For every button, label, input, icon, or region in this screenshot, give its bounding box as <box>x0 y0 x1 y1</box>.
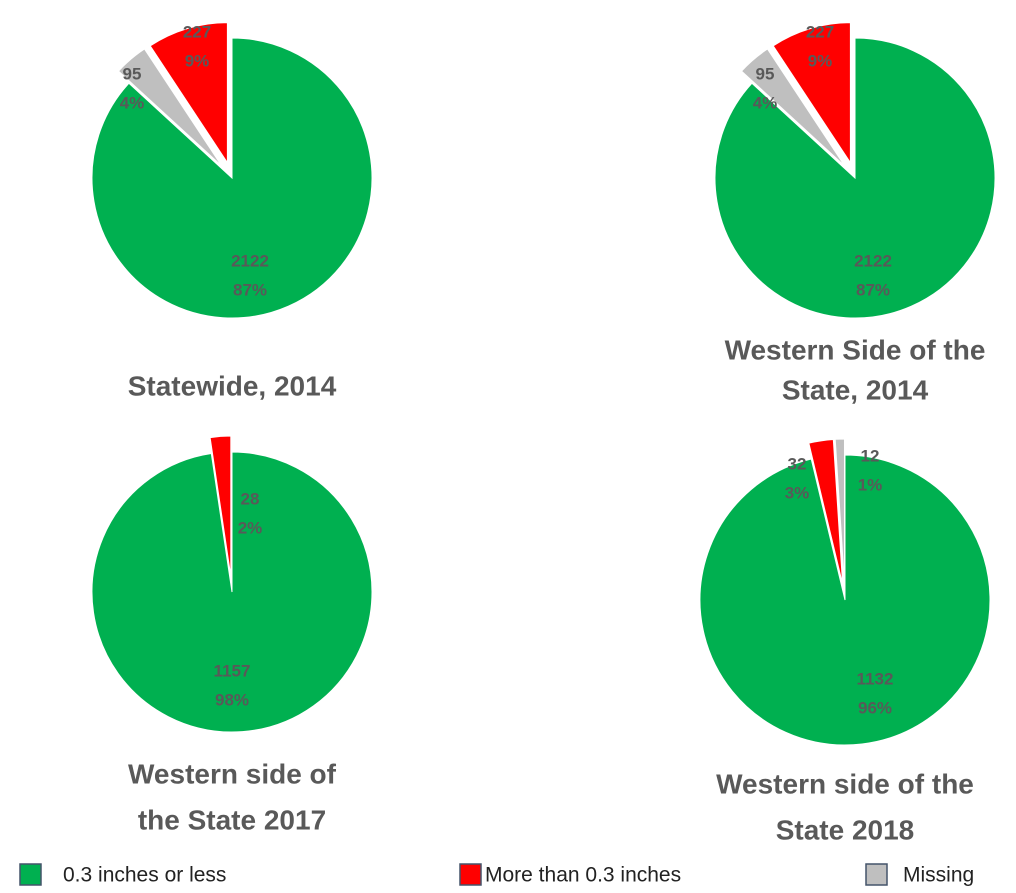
data-label: 28 <box>241 489 260 508</box>
legend-label: More than 0.3 inches <box>485 864 681 887</box>
percent-label: 9% <box>808 51 833 70</box>
pie-slice <box>714 37 996 319</box>
percent-label: 98% <box>215 690 249 709</box>
legend-swatch <box>459 863 482 886</box>
percent-label: 96% <box>858 698 892 717</box>
data-label: 12 <box>861 446 880 465</box>
chart-title: the State 2017 <box>138 804 326 835</box>
pie-slice <box>209 435 232 577</box>
chart-title: Western side of the <box>716 768 974 799</box>
chart-title: State, 2014 <box>782 374 929 405</box>
pie-slice <box>772 22 851 165</box>
chart-title: Statewide, 2014 <box>128 370 337 401</box>
chart-title: State 2018 <box>776 814 915 845</box>
percent-label: 3% <box>785 483 810 502</box>
legend-label: Missing <box>903 864 974 887</box>
chart-title: Western Side of the <box>725 334 986 365</box>
percent-label: 4% <box>120 93 145 112</box>
percent-label: 87% <box>233 280 267 299</box>
pie-slice <box>834 438 845 585</box>
legend-swatch <box>865 863 888 886</box>
percent-label: 4% <box>753 93 778 112</box>
percent-label: 2% <box>238 518 263 537</box>
data-label: 227 <box>806 22 834 41</box>
percent-label: 1% <box>858 475 883 494</box>
data-label: 95 <box>756 64 775 83</box>
data-label: 1132 <box>857 669 894 688</box>
pie-slice <box>740 48 846 167</box>
legend-swatch <box>19 863 42 886</box>
data-label: 227 <box>183 22 211 41</box>
data-label: 2122 <box>231 251 269 270</box>
data-label: 32 <box>788 454 807 473</box>
pie-slice <box>808 438 844 585</box>
percent-label: 9% <box>185 51 210 70</box>
pie-slice <box>91 37 373 319</box>
chart-title: Western side of <box>128 758 337 789</box>
percent-label: 87% <box>856 280 890 299</box>
pie-slice <box>91 451 373 733</box>
data-label: 2122 <box>854 251 892 270</box>
data-label: 1157 <box>214 661 251 680</box>
legend-label: 0.3 inches or less <box>63 864 226 887</box>
pie-slice <box>117 48 223 167</box>
pie-slice <box>149 22 228 165</box>
data-label: 95 <box>123 64 142 83</box>
pie-slice <box>699 454 991 746</box>
